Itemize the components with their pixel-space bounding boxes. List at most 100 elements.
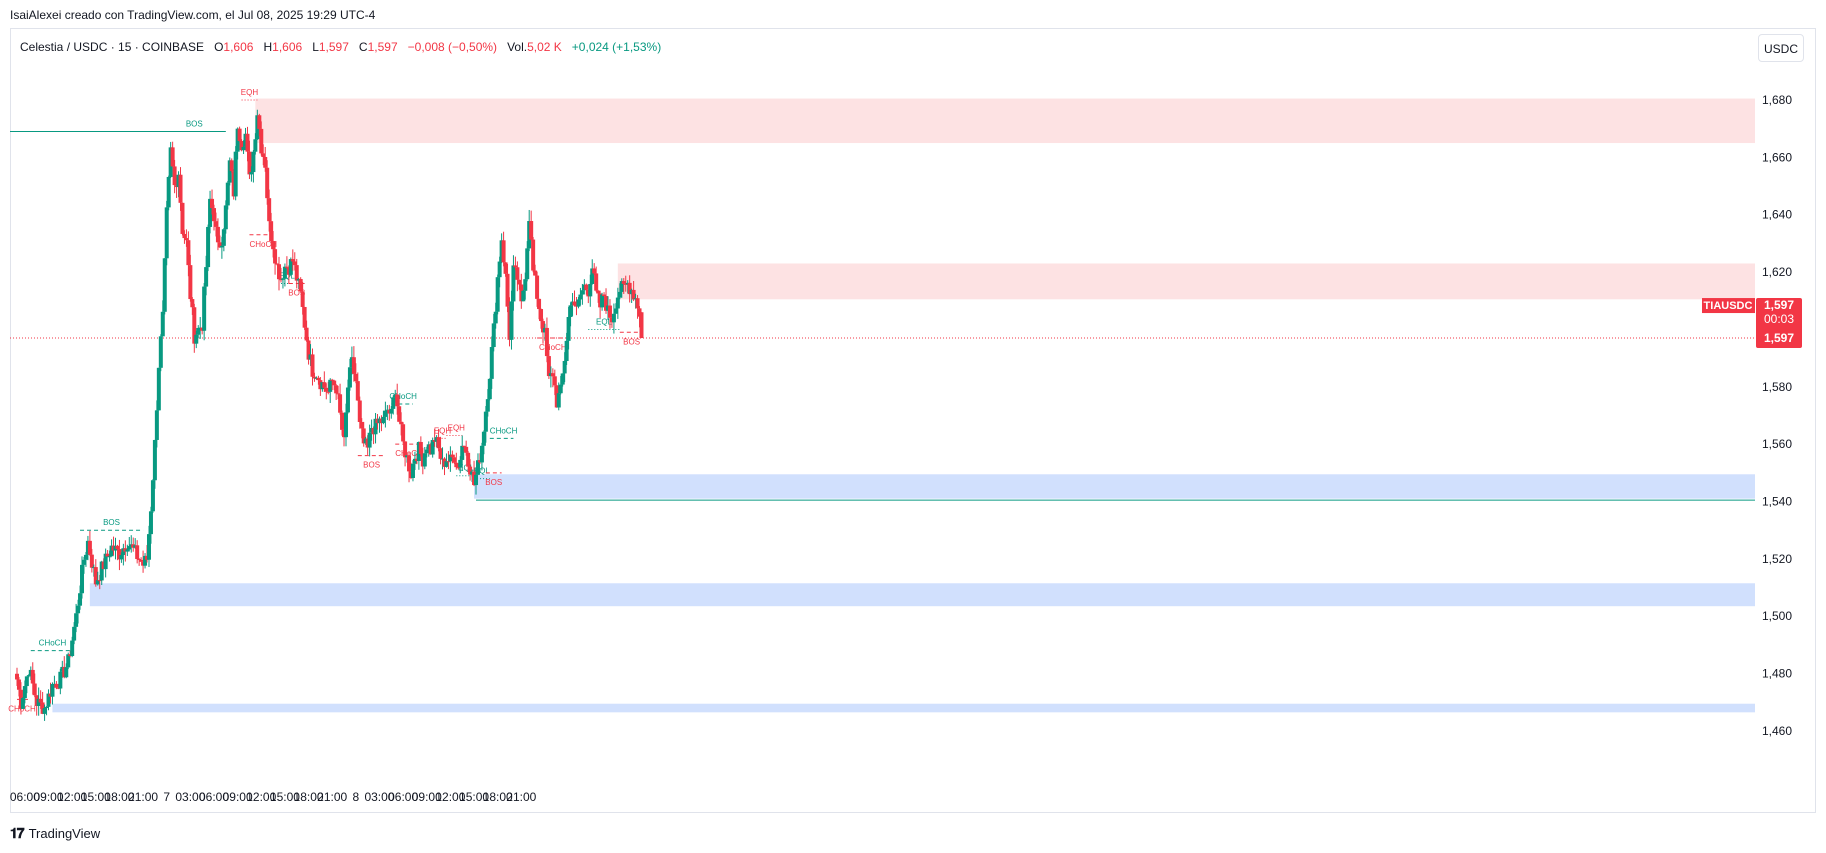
price-change: −0,008 (−0,50%) xyxy=(407,40,498,54)
candle-69 xyxy=(150,480,155,512)
candle-234 xyxy=(475,460,480,475)
candle-187 xyxy=(383,410,388,417)
demand-zone-1 xyxy=(89,583,1756,607)
candle-63 xyxy=(139,559,144,562)
candle-269 xyxy=(544,327,549,357)
candle-186 xyxy=(381,416,386,424)
open-label: O xyxy=(214,40,224,54)
candle-83 xyxy=(178,174,183,203)
candle-117 xyxy=(245,133,250,152)
candle-294 xyxy=(594,273,599,291)
candle-298 xyxy=(602,294,607,297)
candle-3 xyxy=(20,698,25,709)
candle-144 xyxy=(298,279,303,292)
symbol-tag-label: TIAUSDC xyxy=(1704,300,1753,312)
candle-12 xyxy=(38,698,43,703)
candle-211 xyxy=(430,440,435,455)
candle-142 xyxy=(294,265,299,281)
candle-48 xyxy=(109,545,114,557)
candle-89 xyxy=(190,299,195,308)
candle-162 xyxy=(334,385,339,394)
y-tick-3: 1,620 xyxy=(1762,265,1792,279)
candle-26 xyxy=(66,654,71,668)
candle-224 xyxy=(456,467,461,469)
chart-legend: Celestia / USDC · 15 · COINBASE O1,606 H… xyxy=(20,40,661,54)
candle-248 xyxy=(503,262,508,274)
candle-190 xyxy=(389,408,394,414)
countdown-label: 00:03 xyxy=(1764,312,1794,326)
candle-171 xyxy=(351,357,356,374)
candle-289 xyxy=(584,284,589,290)
x-tick-0: 06:00 xyxy=(10,790,40,804)
candle-98 xyxy=(208,198,213,227)
chart-credit: IsaiAlexei creado con TradingView.com, e… xyxy=(10,8,376,22)
supply-zone-4 xyxy=(617,263,1755,300)
candle-169 xyxy=(347,367,352,388)
structure-label-16: CHoCH xyxy=(490,426,518,435)
candle-43 xyxy=(99,561,104,581)
candle-38 xyxy=(89,554,94,568)
y-tick-1: 1,660 xyxy=(1762,150,1792,164)
candle-295 xyxy=(596,290,601,294)
candle-68 xyxy=(148,511,153,535)
candle-167 xyxy=(343,412,348,438)
candle-196 xyxy=(401,424,406,442)
structure-label-3: CHoCH xyxy=(8,704,36,713)
candle-127 xyxy=(265,167,270,199)
candle-9 xyxy=(32,683,37,696)
candle-249 xyxy=(505,273,510,307)
candle-67 xyxy=(146,534,151,560)
volume-change: +0,024 (+1,53%) xyxy=(571,40,662,54)
x-tick-14: 8 xyxy=(352,790,359,804)
demand-zone-2 xyxy=(474,474,1755,499)
candle-275 xyxy=(556,393,561,408)
candle-136 xyxy=(282,266,287,279)
candle-280 xyxy=(566,316,571,341)
candle-52 xyxy=(117,549,122,560)
candle-245 xyxy=(497,261,502,278)
chart-frame xyxy=(10,28,1816,813)
candle-85 xyxy=(182,233,187,239)
symbol-name[interactable]: Celestia / USDC · 15 · COINBASE xyxy=(20,40,205,54)
candle-34 xyxy=(81,559,86,565)
candle-28 xyxy=(70,640,75,657)
candle-41 xyxy=(95,580,100,585)
candle-230 xyxy=(468,466,473,475)
candle-264 xyxy=(535,275,540,299)
candle-40 xyxy=(93,567,98,585)
candle-305 xyxy=(615,297,620,309)
last-price-label: 1,597 xyxy=(1764,298,1794,312)
currency-button[interactable]: USDC xyxy=(1758,34,1804,62)
candle-303 xyxy=(611,313,616,323)
volume-label: Vol. xyxy=(507,40,528,54)
last-price-box xyxy=(1756,298,1802,349)
candle-31 xyxy=(76,605,81,614)
y-tick-6: 1,560 xyxy=(1762,437,1792,451)
candle-30 xyxy=(74,613,79,627)
high-value: 1,606 xyxy=(272,40,303,54)
candle-191 xyxy=(391,397,396,409)
candle-132 xyxy=(275,263,280,265)
tradingview-logo[interactable]: 𝟏𝟕 TradingView xyxy=(10,825,100,842)
candle-292 xyxy=(590,268,595,284)
candle-33 xyxy=(80,564,85,594)
candle-158 xyxy=(326,391,331,393)
candle-247 xyxy=(501,240,506,263)
candle-6 xyxy=(26,675,31,677)
candle-236 xyxy=(479,445,484,463)
x-tick-8: 06:00 xyxy=(199,790,229,804)
candle-202 xyxy=(412,458,417,464)
candle-218 xyxy=(444,461,449,467)
candle-16 xyxy=(46,693,51,707)
candle-99 xyxy=(210,198,215,209)
candle-113 xyxy=(237,128,242,141)
candle-195 xyxy=(399,421,404,425)
candle-150 xyxy=(310,354,315,377)
candle-233 xyxy=(474,474,479,486)
candle-128 xyxy=(267,198,272,222)
x-tick-18: 12:00 xyxy=(435,790,465,804)
candle-174 xyxy=(357,400,362,423)
candle-194 xyxy=(397,406,402,422)
candle-91 xyxy=(194,334,199,344)
